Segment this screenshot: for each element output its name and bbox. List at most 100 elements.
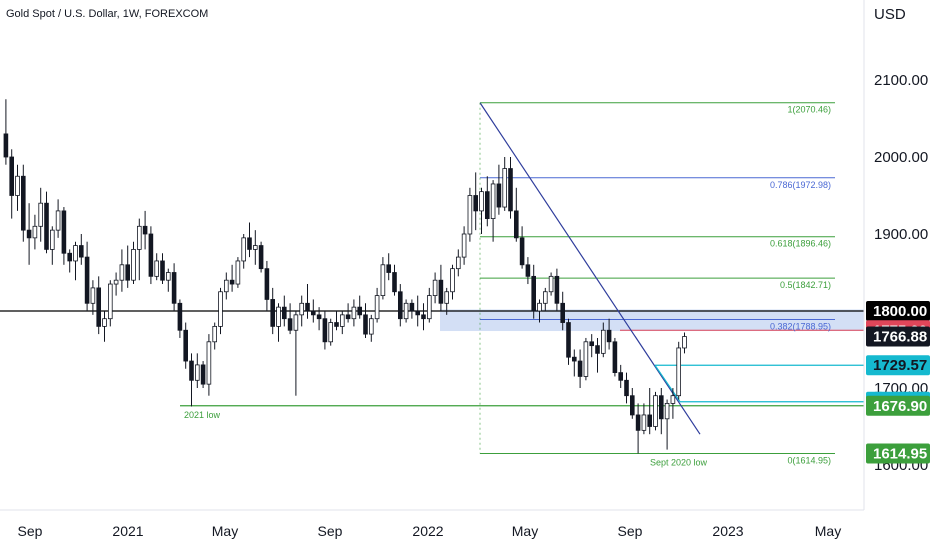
- candle-body: [270, 299, 275, 327]
- candle-body: [229, 279, 235, 285]
- candle-body: [595, 345, 600, 354]
- candle-body: [374, 295, 380, 320]
- candle-body: [223, 279, 229, 293]
- candle-body: [403, 302, 409, 320]
- candle-body: [525, 264, 531, 277]
- candle-body: [322, 318, 328, 343]
- candle-body: [171, 272, 177, 304]
- price-badge-label: 1766.88: [873, 329, 927, 346]
- trendline-down: [479, 102, 701, 435]
- candle-body: [641, 414, 647, 431]
- price-badge-label: 1676.90: [873, 398, 927, 415]
- candle-body: [247, 237, 252, 250]
- price-badge: [866, 443, 930, 464]
- candle-body: [508, 168, 513, 212]
- fib-label: 0(1614.95): [787, 455, 831, 465]
- price-tick: 2000.00: [874, 149, 928, 166]
- candle-body: [50, 229, 55, 250]
- candle-body: [583, 341, 589, 377]
- candle-body: [345, 314, 351, 320]
- candle-body: [194, 364, 200, 381]
- candle-body: [264, 268, 270, 300]
- candle-body: [392, 272, 397, 293]
- levels-layer: [0, 102, 864, 454]
- candle-body: [601, 329, 606, 354]
- time-tick: 2023: [712, 523, 743, 539]
- candle-body: [293, 314, 299, 331]
- candle-body: [276, 306, 281, 327]
- candle-body: [519, 237, 525, 266]
- candle-body: [461, 233, 467, 258]
- candle-body: [38, 202, 43, 227]
- candle-body: [235, 260, 241, 285]
- candle-body: [258, 245, 264, 270]
- fib-label: 1(2070.46): [787, 105, 831, 115]
- candle-body: [131, 248, 136, 281]
- price-badge: [866, 326, 930, 347]
- candle-body: [496, 183, 502, 208]
- candle-body: [577, 360, 583, 377]
- candle-body: [328, 322, 333, 343]
- candle-body: [90, 287, 96, 304]
- price-badge: [866, 355, 930, 376]
- candle-body: [241, 237, 247, 262]
- candle-body: [397, 291, 403, 320]
- trendline-cyan: [654, 364, 681, 403]
- candle-body: [363, 314, 368, 335]
- candle-body: [572, 356, 577, 362]
- price-badges: 1800.001775.001766.881729.571682.131676.…: [866, 301, 930, 464]
- candle-body: [125, 264, 131, 281]
- candle-body: [612, 341, 618, 373]
- candle-body: [189, 360, 194, 381]
- candle-body: [438, 279, 444, 304]
- candle-body: [618, 372, 623, 381]
- candle-body: [647, 414, 652, 427]
- currency-label: USD: [874, 6, 906, 23]
- candle-body: [531, 275, 536, 312]
- time-tick: May: [212, 523, 238, 539]
- candle-body: [670, 395, 676, 404]
- candle-body: [44, 202, 49, 250]
- price-badge-label: 1800.00: [873, 303, 927, 320]
- candle-body: [630, 395, 635, 416]
- price-badge: [866, 301, 930, 321]
- zone-layer: [440, 309, 864, 332]
- candle-body: [490, 183, 496, 219]
- candle-body: [218, 291, 223, 327]
- candles-layer: [3, 99, 687, 454]
- candle-body: [514, 210, 519, 239]
- annotation-sept-2020-low: Sept 2020 low: [650, 457, 708, 467]
- candle-body: [108, 283, 113, 320]
- candle-body: [160, 260, 165, 281]
- candle-body: [316, 314, 322, 320]
- candle-body: [543, 291, 548, 304]
- fib-label: 0.618(1896.46): [770, 239, 831, 249]
- price-tick: 1900.00: [874, 226, 928, 243]
- fib-label: 0.5(1842.71): [780, 280, 831, 290]
- candle-body: [73, 245, 78, 262]
- candle-body: [415, 310, 420, 316]
- candle-body: [479, 191, 484, 212]
- candle-body: [502, 168, 507, 208]
- chart-title: Gold Spot / U.S. Dollar, 1W, FOREXCOM: [6, 8, 209, 20]
- price-badge: [866, 395, 930, 416]
- candle-body: [113, 279, 119, 285]
- candle-body: [183, 329, 189, 362]
- candle-body: [212, 325, 218, 343]
- candle-body: [334, 322, 339, 327]
- candle-body: [426, 295, 432, 320]
- candle-body: [664, 402, 670, 420]
- candle-body: [310, 310, 316, 316]
- candle-body: [473, 195, 478, 212]
- candle-body: [79, 245, 84, 258]
- candle-body: [432, 279, 438, 297]
- candle-body: [357, 306, 362, 316]
- price-badge-label: 1614.95: [873, 445, 927, 462]
- candle-body: [537, 302, 542, 312]
- annotation-2021-low: 2021 low: [184, 410, 221, 420]
- candle-body: [548, 275, 554, 293]
- candle-body: [67, 252, 73, 262]
- candle-body: [200, 364, 206, 385]
- price-tick: 2100.00: [874, 72, 928, 89]
